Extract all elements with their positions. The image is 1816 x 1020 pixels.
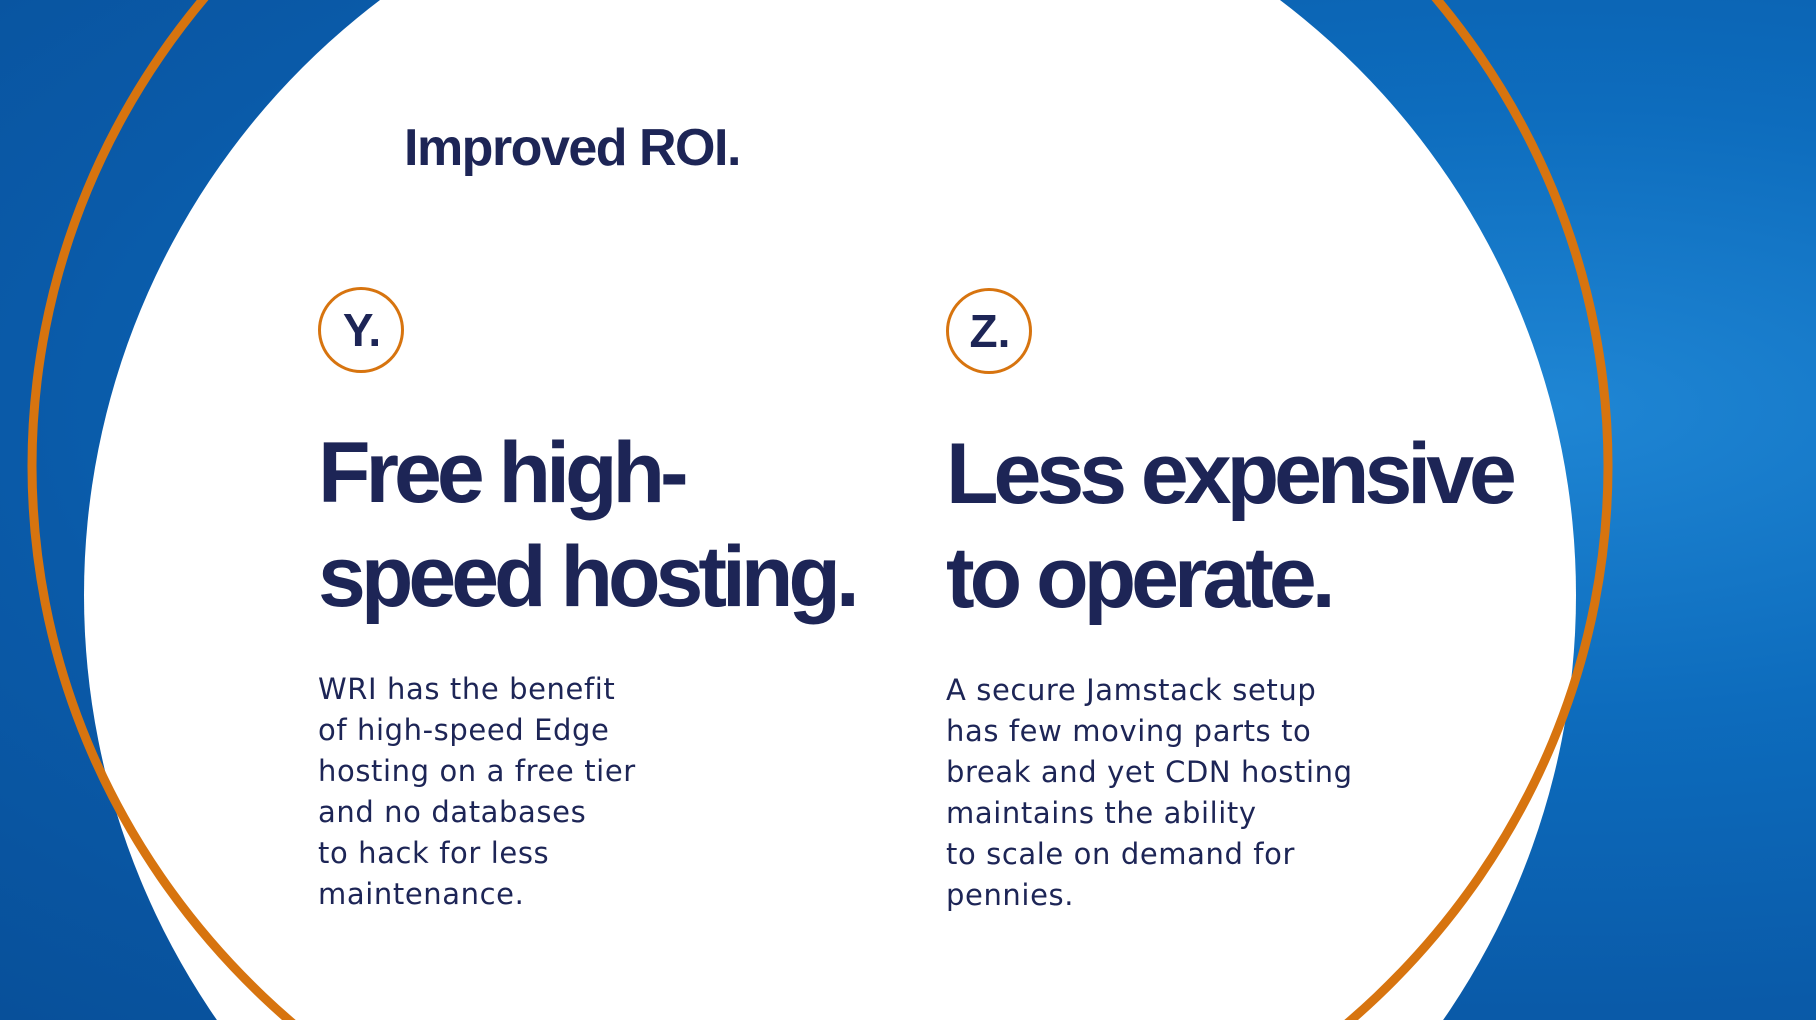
benefit-column-y: Y. Free high- speed hosting. WRI has the… [318,287,878,915]
description-line: to scale on demand for [946,837,1295,871]
benefit-description-y: WRI has the benefit of high-speed Edge h… [318,669,878,915]
slide-heading: Improved ROI. [404,119,741,177]
orange-ring [27,0,1613,1020]
title-line: Less expensive [946,426,1517,522]
benefit-title-z: Less expensive to operate. [946,422,1517,630]
description-line: maintenance. [318,877,525,911]
description-line: to hack for less [318,836,550,870]
description-line: has few moving parts to [946,714,1312,748]
benefit-title-y: Free high- speed hosting. [318,421,878,629]
badge-z: Z. [946,288,1032,374]
title-line: to operate. [946,530,1336,626]
badge-y: Y. [318,287,404,373]
description-line: pennies. [946,878,1075,912]
benefit-description-z: A secure Jamstack setup has few moving p… [946,670,1506,916]
description-line: WRI has the benefit [318,672,616,706]
description-line: break and yet CDN hosting [946,755,1353,789]
description-line: maintains the ability [946,796,1257,830]
title-line: Free high- [318,425,689,521]
description-line: of high-speed Edge [318,713,610,747]
description-line: and no databases [318,795,587,829]
title-line: speed hosting. [318,529,860,625]
description-line: A secure Jamstack setup [946,673,1317,707]
white-circle [84,0,1576,1020]
benefit-column-z: Z. Less expensive to operate. A secure J… [946,288,1517,916]
description-line: hosting on a free tier [318,754,636,788]
